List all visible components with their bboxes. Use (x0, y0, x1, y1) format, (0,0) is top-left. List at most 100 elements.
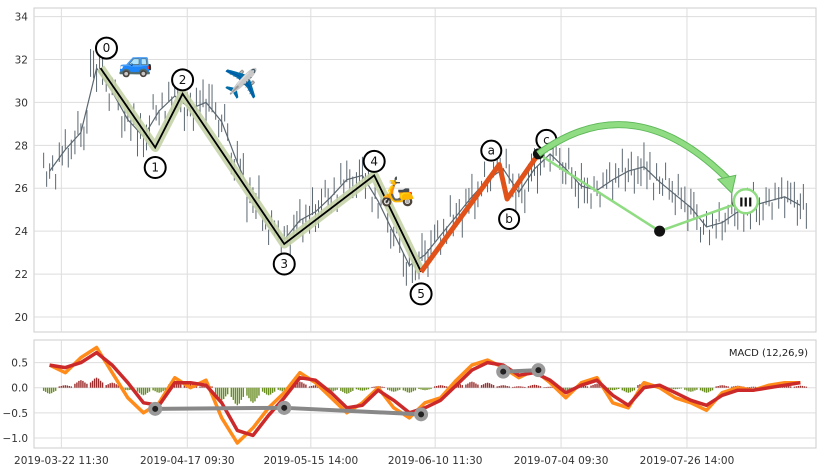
price-ytick-label: 34 (15, 12, 29, 24)
macd-histogram-bar (91, 380, 94, 388)
macd-histogram-bar (148, 387, 151, 392)
divergence-point (281, 404, 288, 411)
correction-wave-line (419, 152, 541, 274)
macd-histogram-bar (389, 387, 391, 391)
macd-histogram-bar (465, 384, 467, 388)
macd-histogram-bar (144, 387, 147, 395)
macd-histogram-bar (623, 387, 626, 392)
projection-arrowhead (716, 174, 737, 195)
macd-histogram-bar (363, 387, 366, 391)
wave-label-0: 0 (103, 41, 111, 55)
macd-histogram-bar (97, 378, 100, 388)
macd-histogram-bar (42, 387, 45, 391)
macd-histogram-bar (607, 387, 610, 390)
macd-histogram-bar (342, 387, 344, 392)
macd-histogram-bar (701, 387, 704, 392)
macd-histogram-bar (410, 387, 413, 393)
macd-histogram-bar (703, 387, 706, 393)
macd-histogram-bar (115, 384, 117, 388)
macd-histogram-bar (617, 387, 620, 390)
macd-histogram-bar (365, 387, 368, 390)
macd-histogram-bar (379, 386, 381, 388)
macd-histogram-bar (220, 387, 223, 401)
macd-histogram-bar (336, 387, 338, 390)
macd-histogram-bar (545, 387, 547, 388)
macd-histogram-bar (352, 387, 354, 391)
macd-histogram-bar (633, 387, 636, 391)
macd-histogram-bar (480, 385, 483, 388)
macd-histogram-bar (54, 387, 57, 391)
macd-histogram-bar (66, 385, 68, 388)
wave-label-3: 3 (280, 257, 288, 271)
macd-histogram-bar (686, 387, 688, 391)
macd-histogram-bar (138, 387, 141, 393)
macd-histogram-bar (488, 383, 491, 388)
macd-histogram-bar (797, 385, 800, 388)
macd-histogram-bar (443, 385, 446, 388)
macd-histogram-bar (725, 385, 727, 388)
macd-histogram-bar (387, 387, 389, 390)
macd-ytick-label: −0.5 (3, 408, 29, 420)
macd-histogram-bar (518, 386, 520, 388)
macd-histogram-bar (514, 386, 516, 388)
macd-histogram-bar (76, 382, 78, 388)
divergence-point (500, 368, 507, 375)
macd-histogram-bar (586, 386, 589, 388)
macd-histogram-bar (250, 387, 252, 402)
macd-histogram-bar (788, 385, 790, 388)
macd-histogram-bar (439, 385, 442, 388)
macd-histogram-bar (699, 387, 702, 391)
macd-histogram-bar (502, 385, 504, 388)
macd-histogram-bar (733, 386, 735, 388)
signal-line (49, 350, 801, 438)
macd-histogram-bar (594, 384, 596, 388)
macd-histogram-bar (567, 387, 569, 390)
macd-histogram-bar (127, 387, 129, 391)
macd-histogram-bar (471, 381, 473, 388)
macd-histogram-bar (625, 387, 628, 393)
macd-histogram-bar (543, 387, 545, 388)
macd-histogram-bar (805, 386, 808, 388)
macd-histogram-bar (152, 387, 154, 391)
macd-histogram-bar (248, 387, 250, 399)
macd-histogram-bar (793, 386, 796, 388)
macd-histogram-bar (592, 384, 594, 388)
macd-histogram-bar (158, 387, 160, 393)
scooter-icon: 🛵 (380, 174, 415, 207)
macd-histogram-bar (375, 386, 377, 388)
divergence-point (418, 411, 425, 418)
wave-label-5: 5 (417, 287, 425, 301)
macd-histogram-bar (508, 386, 510, 388)
macd-histogram-bar (433, 386, 436, 388)
divergence-line (284, 405, 422, 417)
macd-histogram-bar (584, 385, 587, 388)
macd-histogram-bar (684, 387, 686, 390)
macd-histogram-bar (211, 386, 213, 388)
macd-histogram-bar (486, 382, 489, 388)
macd-histogram-bar (795, 386, 798, 388)
macd-histogram-bar (109, 383, 111, 388)
macd-histogram-bar (381, 386, 383, 388)
macd-histogram-bar (238, 387, 241, 404)
macd-histogram-bar (261, 387, 264, 392)
macd-histogram-bar (50, 387, 53, 394)
macd-histogram-bar (146, 387, 149, 393)
macd-histogram-bar (506, 385, 508, 388)
macd-histogram-bar (279, 387, 281, 391)
macd-histogram-bar (547, 386, 549, 388)
macd-histogram-bar (101, 382, 104, 388)
macd-histogram-bar (535, 384, 538, 388)
macd-histogram-bar (271, 387, 274, 393)
correction-label-b: b (505, 212, 513, 226)
macd-histogram-bar (84, 382, 86, 388)
macd-histogram-bar (670, 387, 672, 389)
macd-histogram-bar (504, 385, 506, 388)
macd-histogram-bar (113, 383, 115, 388)
macd-histogram-bar (330, 387, 332, 392)
macd-histogram-bar (422, 387, 424, 390)
macd-histogram-bar (645, 383, 647, 388)
macd-plot-area (33, 339, 817, 449)
macd-histogram-bar (692, 387, 694, 392)
macd-histogram-bar (111, 382, 113, 388)
macd-histogram-bar (277, 387, 279, 390)
